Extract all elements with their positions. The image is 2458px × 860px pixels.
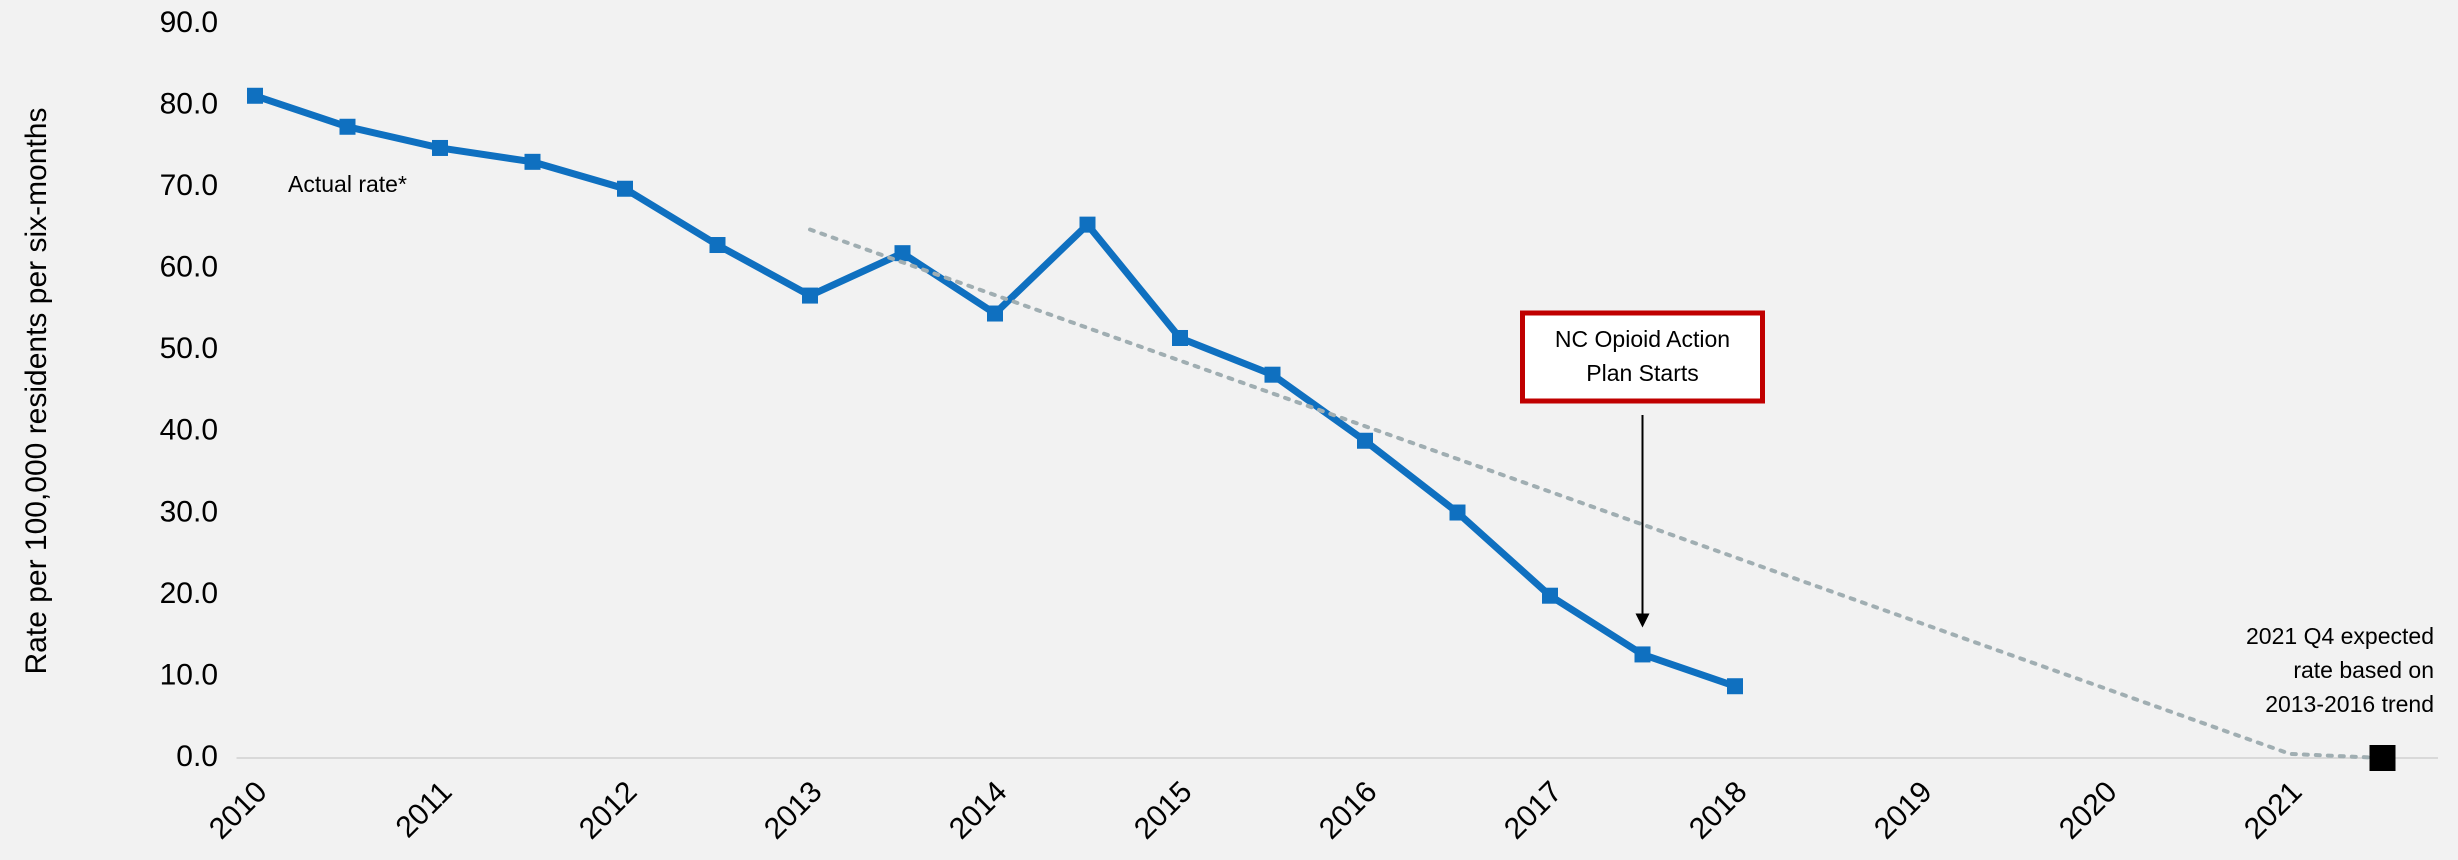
annotation-text: Plan Starts — [1586, 360, 1699, 386]
point-marker — [617, 180, 633, 197]
x-tick-label: 2017 — [1498, 775, 1569, 846]
x-tick-label: 2014 — [943, 775, 1014, 846]
x-tick-label: 2015 — [1128, 775, 1199, 846]
y-tick-label: 30.0 — [160, 495, 218, 528]
point-marker — [987, 305, 1003, 322]
x-tick-label: 2010 — [203, 775, 274, 846]
annotation-text: rate based on — [2293, 657, 2434, 683]
point-marker — [1079, 216, 1096, 233]
point-marker — [1542, 587, 1558, 604]
annotation-arrowhead — [1635, 613, 1650, 628]
point-marker — [1634, 646, 1651, 663]
x-tick-label: 2020 — [2053, 775, 2124, 846]
point-marker — [1357, 432, 1373, 449]
point-marker — [1449, 504, 1466, 521]
y-tick-label: 10.0 — [160, 658, 218, 691]
y-tick-label: 60.0 — [160, 251, 218, 284]
point-marker — [1172, 329, 1188, 346]
point-marker — [247, 87, 263, 104]
y-tick-label: 90.0 — [160, 6, 218, 39]
point-marker — [432, 139, 448, 156]
x-tick-label: 2012 — [573, 775, 644, 846]
y-tick-label: 80.0 — [160, 87, 218, 120]
series-line — [808, 227, 2385, 760]
y-axis-label: Rate per 100,000 residents per six-month… — [20, 108, 53, 675]
series-label: Actual rate* — [288, 171, 407, 197]
point-marker — [894, 245, 911, 262]
point-marker — [709, 237, 726, 254]
y-tick-label: 70.0 — [160, 169, 218, 202]
x-tick-label: 2013 — [758, 775, 829, 846]
x-tick-label: 2011 — [390, 775, 459, 844]
x-tick-label: 2016 — [1313, 775, 1384, 846]
point-marker — [802, 287, 818, 304]
annotation-text: 2013-2016 trend — [2265, 691, 2434, 717]
point-marker — [1264, 366, 1281, 383]
annotation-text: 2021 Q4 expected — [2246, 623, 2434, 649]
point-marker — [339, 118, 356, 135]
y-tick-label: 40.0 — [160, 414, 218, 447]
x-tick-label: 2018 — [1683, 775, 1754, 846]
x-tick-label: 2019 — [1868, 775, 1939, 846]
annotation-box — [1520, 310, 1765, 404]
point-marker — [1727, 678, 1743, 695]
point-marker — [524, 153, 541, 170]
y-tick-label: 0.0 — [176, 740, 218, 773]
series-line — [253, 92, 1737, 690]
x-tick-label: 2021 — [2238, 775, 2309, 846]
y-tick-label: 20.0 — [160, 577, 218, 610]
point-marker — [2369, 745, 2396, 771]
y-tick-label: 50.0 — [160, 332, 218, 365]
annotation-text: NC Opioid Action — [1555, 326, 1730, 352]
